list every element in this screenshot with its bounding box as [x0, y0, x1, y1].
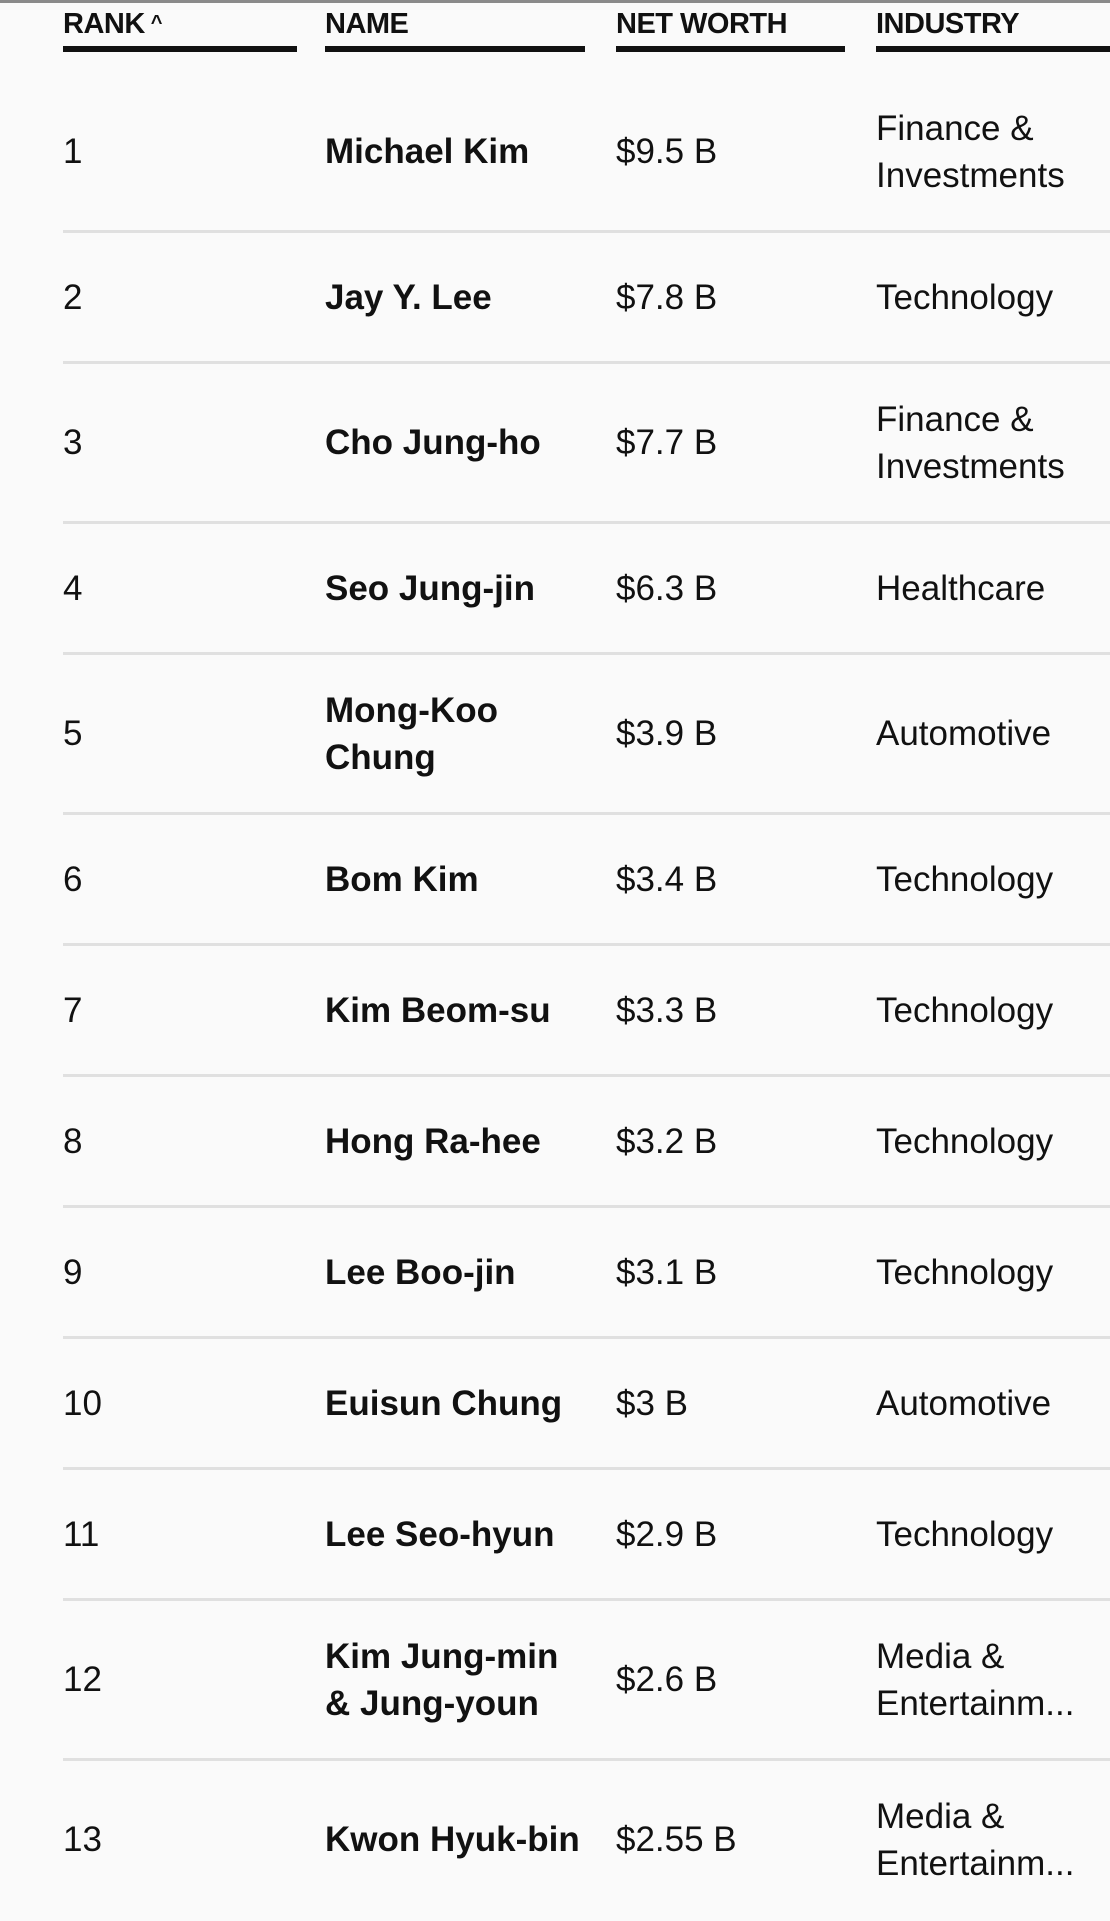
header-net-worth-label: NET WORTH [616, 8, 788, 40]
industry-cell: Technology [876, 1121, 1054, 1161]
rank-cell: 10 [63, 1383, 102, 1423]
net-worth-cell: $3.4 B [616, 859, 718, 899]
industry-cell: Media & Entertainm... [876, 1796, 1075, 1883]
name-cell: Kwon Hyuk-bin [325, 1820, 580, 1859]
row-divider [63, 652, 1110, 655]
table-row[interactable]: 8 Hong Ra-hee $3.2 B Technology [0, 1077, 1110, 1208]
rank-cell: 2 [63, 277, 83, 317]
row-divider [63, 521, 1110, 524]
name-cell: Hong Ra-hee [325, 1121, 541, 1161]
industry-cell: Automotive [876, 1383, 1052, 1423]
table-row[interactable]: 4 Seo Jung-jin $6.3 B Healthcare [0, 524, 1110, 655]
net-worth-cell: $7.7 B [616, 423, 718, 462]
industry-cell: Technology [876, 277, 1054, 317]
chevron-up-icon: ^ [150, 12, 163, 34]
row-divider [63, 1467, 1110, 1470]
header-underline [616, 46, 845, 52]
industry-cell: Media & Entertainm... [876, 1636, 1075, 1723]
rank-cell: 13 [63, 1820, 102, 1859]
header-name-label: NAME [325, 8, 409, 40]
name-cell: Kim Jung-min & Jung-youn [325, 1636, 559, 1723]
name-cell: Euisun Chung [325, 1383, 563, 1423]
row-divider [63, 943, 1110, 946]
header-industry-label: INDUSTRY [876, 8, 1020, 40]
net-worth-cell: $3.3 B [616, 990, 718, 1030]
table-row[interactable]: 1 Michael Kim $9.5 B Finance & Investments [0, 73, 1110, 233]
rank-cell: 12 [63, 1660, 102, 1699]
row-divider [63, 1205, 1110, 1208]
row-divider [63, 812, 1110, 815]
header-rank-label: RANK [63, 8, 145, 40]
industry-cell: Healthcare [876, 568, 1046, 608]
row-divider [63, 1758, 1110, 1761]
rank-cell: 4 [63, 568, 83, 608]
rank-cell: 3 [63, 423, 83, 462]
name-cell: Cho Jung-ho [325, 423, 541, 462]
name-cell: Lee Seo-hyun [325, 1514, 555, 1554]
rank-cell: 11 [63, 1514, 100, 1554]
table-row[interactable]: 3 Cho Jung-ho $7.7 B Finance & Investments [0, 364, 1110, 524]
net-worth-cell: $3.2 B [616, 1121, 718, 1161]
net-worth-cell: $3.9 B [616, 714, 718, 753]
industry-cell: Automotive [876, 714, 1052, 753]
table-row[interactable]: 12 Kim Jung-min & Jung-youn $2.6 B Media & … [0, 1601, 1110, 1761]
net-worth-cell: $3 B [616, 1383, 688, 1423]
table-body: 1 Michael Kim $9.5 B Finance & Investments 2… [0, 73, 1110, 1921]
table-row[interactable]: 2 Jay Y. Lee $7.8 B Technology [0, 233, 1110, 364]
industry-cell: Technology [876, 859, 1054, 899]
row-divider [63, 361, 1110, 364]
industry-cell: Technology [876, 1514, 1054, 1554]
top-border [0, 0, 1110, 3]
industry-cell: Technology [876, 1252, 1054, 1292]
rank-cell: 5 [63, 714, 83, 753]
header-underline [876, 46, 1110, 52]
net-worth-cell: $6.3 B [616, 568, 718, 608]
name-cell: Kim Beom-su [325, 990, 551, 1030]
header-name[interactable]: NAME [325, 0, 585, 53]
rank-cell: 1 [63, 132, 83, 171]
table-row[interactable]: 13 Kwon Hyuk-bin $2.55 B Media & Entertainm… [0, 1761, 1110, 1921]
table-row[interactable]: 11 Lee Seo-hyun $2.9 B Technology [0, 1470, 1110, 1601]
header-net-worth[interactable]: NET WORTH [616, 0, 845, 53]
name-cell: Bom Kim [325, 859, 479, 899]
header-underline [63, 46, 297, 52]
industry-cell: Technology [876, 990, 1054, 1030]
name-cell: Jay Y. Lee [325, 277, 492, 317]
rank-cell: 9 [63, 1252, 83, 1292]
table-row[interactable]: 7 Kim Beom-su $3.3 B Technology [0, 946, 1110, 1077]
header-underline [325, 46, 585, 52]
name-cell: Mong-Koo Chung [325, 690, 498, 777]
header-industry[interactable]: INDUSTRY [876, 0, 1110, 53]
rank-cell: 8 [63, 1121, 83, 1161]
table-row[interactable]: 6 Bom Kim $3.4 B Technology [0, 815, 1110, 946]
table-row[interactable]: 5 Mong-Koo Chung $3.9 B Automotive [0, 655, 1110, 815]
net-worth-cell: $3.1 B [616, 1252, 718, 1292]
rank-cell: 7 [63, 990, 83, 1030]
row-divider [63, 1074, 1110, 1077]
net-worth-cell: $2.9 B [616, 1514, 718, 1554]
industry-cell: Finance & Investments [876, 399, 1065, 486]
industry-cell: Finance & Investments [876, 108, 1065, 195]
net-worth-cell: $2.55 B [616, 1820, 737, 1859]
header-rank[interactable]: RANK ^ [63, 0, 297, 53]
name-cell: Lee Boo-jin [325, 1252, 516, 1292]
row-divider [63, 230, 1110, 233]
name-cell: Seo Jung-jin [325, 568, 535, 608]
table-row[interactable]: 9 Lee Boo-jin $3.1 B Technology [0, 1208, 1110, 1339]
net-worth-cell: $9.5 B [616, 132, 718, 171]
net-worth-cell: $7.8 B [616, 277, 718, 317]
row-divider [63, 1336, 1110, 1339]
net-worth-cell: $2.6 B [616, 1660, 718, 1699]
row-divider [63, 1598, 1110, 1601]
table-row[interactable]: 10 Euisun Chung $3 B Automotive [0, 1339, 1110, 1470]
rank-cell: 6 [63, 859, 83, 899]
name-cell: Michael Kim [325, 132, 530, 171]
